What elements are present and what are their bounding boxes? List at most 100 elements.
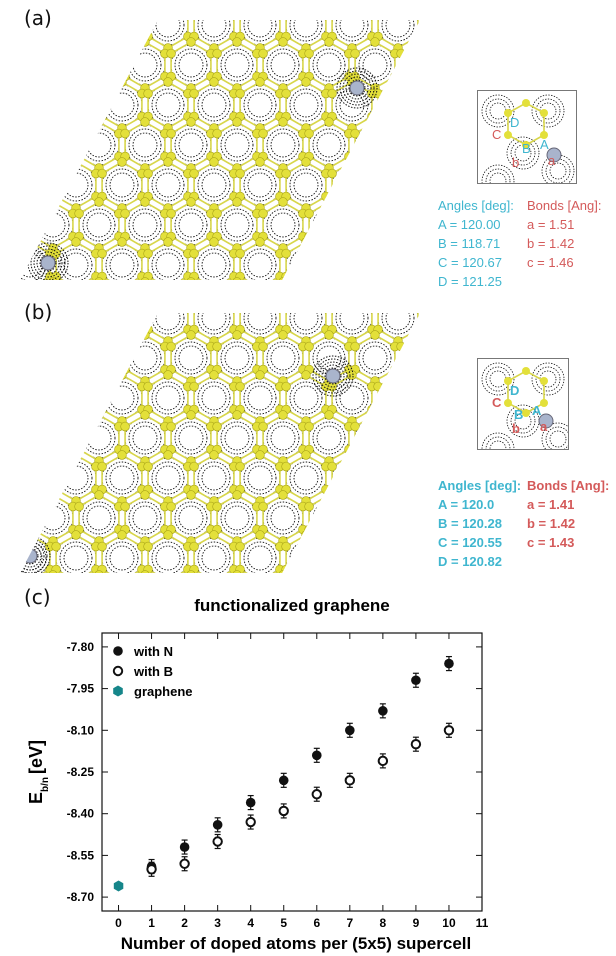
carbon-atom (118, 577, 127, 578)
carbon-atom (255, 157, 265, 167)
carbon-atom (74, 208, 84, 219)
carbon-atom (344, 444, 354, 455)
carbon-atom (416, 490, 420, 500)
dopant-contour (345, 76, 369, 100)
contour-ring (63, 545, 89, 571)
carbon-atom (140, 570, 150, 573)
carbon-atom (138, 15, 147, 18)
dopant-atom (40, 255, 56, 271)
contour-ring (377, 164, 419, 206)
x-tick-label: 9 (413, 916, 420, 930)
bond-hexagon (377, 20, 419, 49)
x-tick-label: 3 (214, 916, 221, 930)
carbon-atom (322, 308, 331, 311)
contour-ring (101, 20, 143, 46)
inset-label: D (510, 115, 519, 130)
carbon-atom (344, 501, 354, 512)
contour-ring (20, 48, 24, 82)
carbon-atom (120, 128, 130, 139)
carbon-atom (22, 151, 32, 162)
carbon-atom (71, 43, 81, 53)
carbon-atom (71, 450, 81, 460)
bond-hexagon (55, 534, 97, 573)
carbon-atom (91, 381, 101, 392)
bond-hexagon (400, 201, 420, 249)
carbon-atom (416, 456, 420, 466)
carbon-atom (396, 151, 406, 162)
x-tick-label: 0 (115, 916, 122, 930)
dopant-atom (22, 548, 38, 564)
contour-ring (132, 505, 158, 531)
bond-c: c = 1.43 (527, 535, 575, 550)
dopant-contour (36, 251, 60, 275)
carbon-atom (416, 410, 420, 420)
carbon-atom (164, 577, 173, 578)
dopant-contour (33, 248, 63, 278)
bond-hexagon (20, 374, 51, 422)
carbon-atom (350, 501, 360, 512)
carbon-atom (276, 15, 285, 18)
contour-ring (316, 212, 342, 238)
bond-a: a = 1.51 (527, 217, 575, 232)
data-point-with-B (146, 864, 157, 875)
carbon-atom (166, 128, 176, 139)
bond-hexagon (20, 81, 51, 129)
carbon-atom (97, 88, 107, 99)
carbon-atom (301, 237, 311, 247)
carbon-atom (212, 48, 222, 59)
carbon-atom (48, 277, 58, 280)
dopant-contour (318, 361, 348, 391)
inset-contour (535, 366, 561, 392)
carbon-atom (350, 341, 360, 352)
contour-ring (20, 381, 47, 415)
carbon-atom (282, 15, 291, 18)
contour-ring (151, 168, 185, 202)
carbon-atom (138, 308, 147, 311)
carbon-atom (166, 208, 176, 219)
carbon-atom (94, 277, 104, 280)
contour-ring (32, 44, 74, 86)
contour-ring (151, 541, 185, 573)
contour-ring (289, 20, 323, 42)
contour-ring (155, 465, 181, 491)
inset-carbon (522, 367, 530, 375)
contour-ring (316, 505, 342, 531)
carbon-atom (45, 111, 55, 122)
carbon-atom (22, 341, 32, 352)
carbon-atom (235, 381, 245, 392)
bond-hexagon (400, 334, 420, 382)
carbon-atom (28, 231, 38, 242)
bond-hexagon (377, 374, 419, 422)
carbon-atom (51, 381, 61, 392)
carbon-atom (347, 203, 357, 213)
carbon-atom (143, 461, 153, 472)
contour-ring (109, 172, 135, 198)
dopant-atom (325, 368, 341, 384)
contour-ring (109, 20, 135, 38)
carbon-atom (324, 536, 334, 546)
contour-ring (400, 497, 420, 539)
inset-label: A (540, 137, 549, 152)
carbon-atom (74, 364, 84, 375)
data-point-with-N (278, 775, 289, 786)
contour-ring (400, 124, 420, 166)
carbon-atom (327, 564, 337, 573)
inset-contour (545, 426, 568, 449)
bond-hexagon (171, 282, 211, 285)
contour-ring (178, 212, 204, 238)
carbon-atom (166, 421, 176, 432)
contour-ring (178, 52, 204, 78)
contour-ring (20, 20, 43, 38)
carbon-atom (45, 484, 55, 495)
bond-hexagon (101, 534, 143, 573)
carbon-atom (396, 444, 406, 455)
carbon-atom (367, 271, 377, 280)
carbon-atom (117, 43, 127, 53)
bond-hexagon (377, 161, 419, 209)
carbon-atom (189, 541, 199, 552)
carbon-atom (91, 88, 101, 99)
carbon-atom (370, 456, 380, 466)
carbon-atom (28, 341, 38, 352)
